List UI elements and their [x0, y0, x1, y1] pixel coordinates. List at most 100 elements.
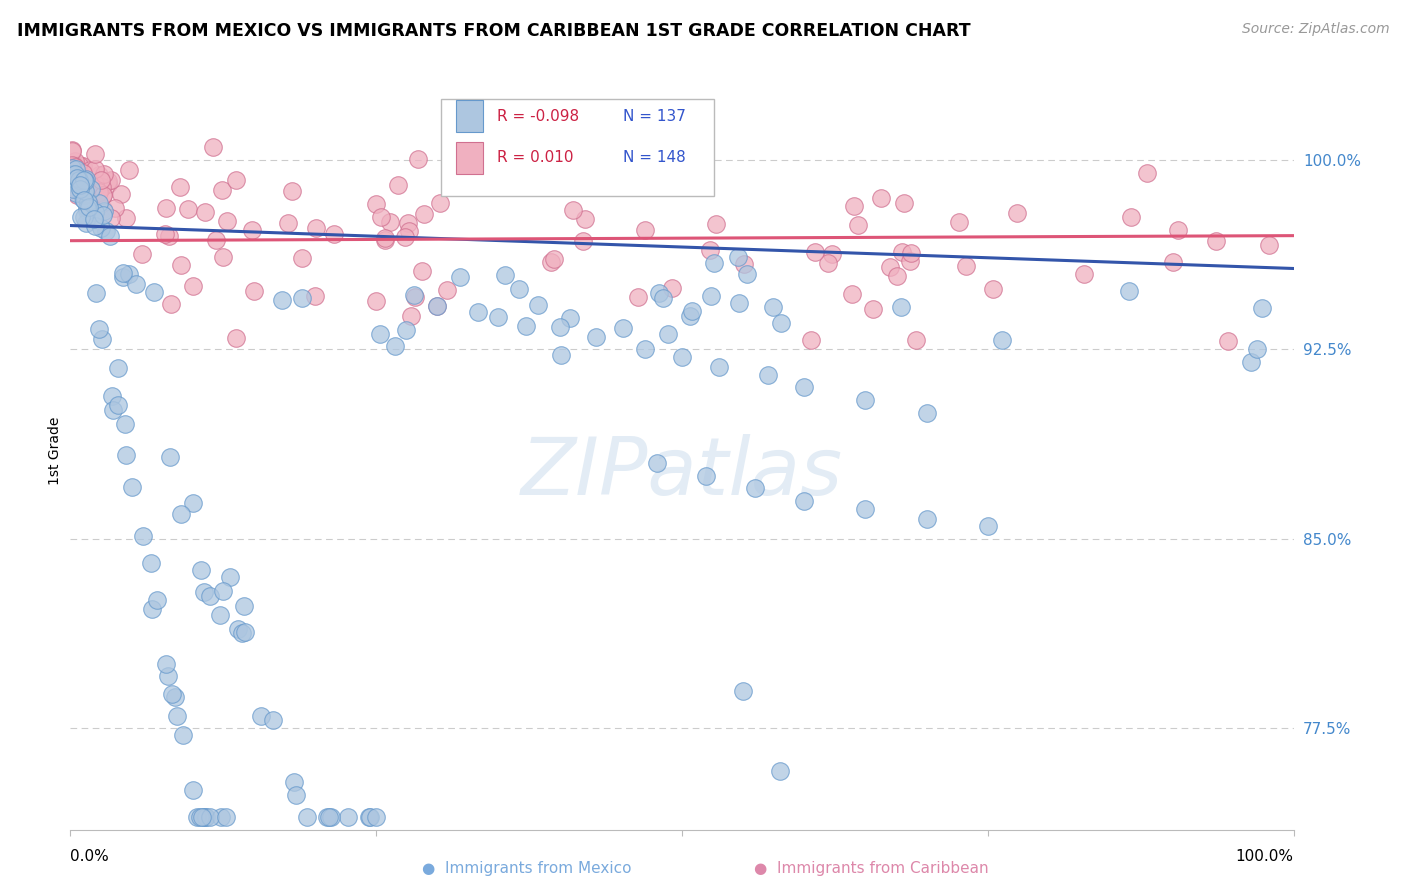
Point: [72, 173, 94, 187]
Point: [426, 299, 449, 313]
Text: N = 148: N = 148: [623, 150, 686, 165]
Point: [318, 810, 340, 824]
Point: [733, 683, 755, 698]
Point: [107, 360, 129, 375]
Text: 100.0%: 100.0%: [1236, 848, 1294, 863]
Point: [89, 322, 111, 336]
Point: [703, 256, 725, 270]
Point: [69, 161, 91, 175]
Point: [191, 810, 214, 824]
Point: [98, 229, 121, 244]
Point: [73, 178, 96, 193]
Point: [900, 246, 922, 260]
Point: [634, 343, 657, 357]
Point: [76, 204, 98, 219]
Point: [201, 140, 224, 154]
Point: [890, 300, 912, 314]
Point: [394, 230, 416, 244]
Point: [404, 290, 426, 304]
Point: [132, 529, 155, 543]
Point: [79, 182, 101, 196]
Point: [886, 268, 908, 283]
Point: [1073, 267, 1095, 281]
Point: [72, 166, 94, 180]
Point: [169, 180, 191, 194]
Point: [60, 168, 83, 182]
Point: [762, 301, 785, 315]
Point: [89, 168, 111, 182]
Point: [115, 211, 138, 226]
Point: [232, 599, 254, 614]
Point: [285, 788, 308, 802]
Point: [72, 192, 94, 206]
Point: [572, 234, 595, 248]
Point: [143, 285, 166, 299]
Point: [841, 286, 863, 301]
Point: [291, 291, 314, 305]
Point: [647, 286, 669, 301]
Point: [76, 201, 98, 215]
Point: [118, 267, 141, 281]
Point: [337, 810, 360, 824]
Point: [69, 178, 91, 192]
Point: [211, 183, 233, 197]
Point: [114, 448, 136, 462]
Point: [821, 246, 844, 260]
Point: [121, 480, 143, 494]
Point: [804, 244, 827, 259]
Y-axis label: 1st Grade: 1st Grade: [48, 417, 62, 484]
Point: [198, 810, 221, 824]
Point: [249, 708, 271, 723]
Point: [399, 309, 422, 323]
Point: [1161, 255, 1184, 269]
Point: [60, 143, 83, 157]
FancyBboxPatch shape: [456, 100, 482, 132]
Point: [706, 218, 728, 232]
Point: [384, 338, 406, 352]
Point: [1258, 237, 1281, 252]
Point: [233, 624, 256, 639]
Point: [60, 158, 83, 172]
Point: [186, 810, 208, 824]
Point: [368, 326, 391, 341]
Point: [855, 392, 877, 407]
Point: [60, 161, 83, 176]
Point: [679, 309, 702, 323]
Point: [65, 167, 87, 181]
Point: [65, 181, 87, 195]
Point: [91, 180, 114, 194]
Point: [817, 256, 839, 270]
Point: [406, 152, 429, 166]
Point: [915, 405, 938, 419]
Text: ZIPatlas: ZIPatlas: [520, 434, 844, 512]
Point: [195, 810, 218, 824]
Point: [218, 570, 240, 584]
Point: [449, 270, 471, 285]
Point: [60, 166, 83, 180]
Point: [72, 174, 94, 188]
Point: [155, 201, 177, 215]
Point: [955, 260, 977, 274]
Point: [67, 173, 90, 187]
Text: ●  Immigrants from Caribbean: ● Immigrants from Caribbean: [755, 861, 988, 876]
Point: [193, 810, 215, 824]
Point: [543, 252, 565, 266]
Point: [359, 810, 381, 824]
Point: [87, 196, 110, 211]
Point: [651, 291, 673, 305]
Point: [429, 196, 451, 211]
Point: [879, 260, 901, 274]
Point: [793, 494, 815, 508]
Point: [699, 243, 721, 257]
Point: [291, 251, 314, 265]
Point: [63, 158, 86, 172]
Point: [77, 200, 100, 214]
Point: [548, 319, 571, 334]
Point: [159, 450, 181, 464]
Point: [66, 169, 89, 184]
Point: [60, 167, 83, 181]
Point: [366, 197, 388, 211]
Point: [280, 185, 302, 199]
Point: [79, 163, 101, 178]
Point: [141, 602, 163, 616]
